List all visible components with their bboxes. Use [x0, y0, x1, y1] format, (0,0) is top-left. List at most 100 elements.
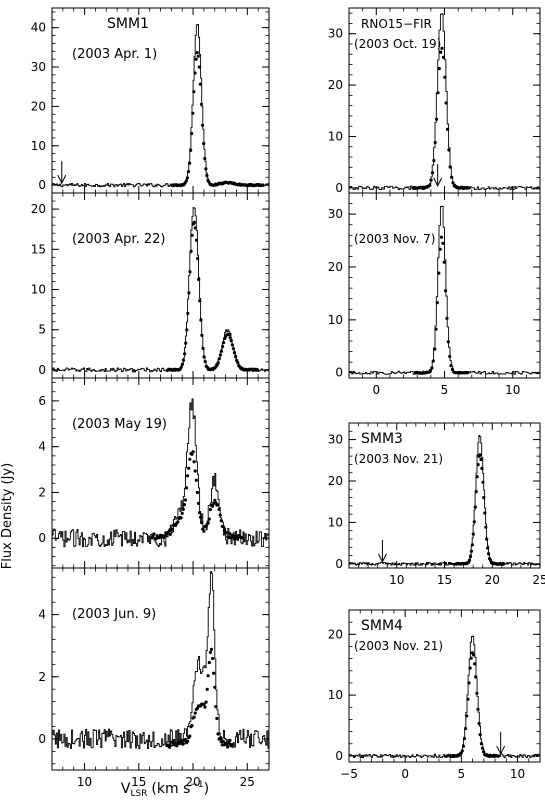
y-tick-label: 0 [335, 557, 343, 571]
data-point [501, 561, 505, 566]
data-point [193, 71, 197, 75]
data-point [212, 671, 216, 675]
data-point [181, 358, 186, 362]
x-axis-label: VLSR (km s−1) [121, 780, 209, 799]
y-tick-label: 20 [31, 202, 46, 216]
data-point [479, 457, 483, 462]
data-point [183, 737, 188, 742]
data-point [438, 247, 442, 251]
data-point [213, 685, 217, 689]
data-point [230, 343, 234, 347]
data-point [200, 333, 204, 337]
data-point [428, 183, 432, 187]
data-point [467, 558, 472, 562]
data-point [472, 520, 476, 524]
data-point [231, 347, 235, 351]
data-point [208, 507, 212, 512]
spectrum-panel: 0 2 4 6 (2003 May 19) [38, 377, 270, 569]
data-point [211, 656, 215, 661]
x-tick-label: 20 [185, 775, 200, 789]
data-point [192, 460, 196, 464]
data-point [193, 226, 197, 230]
data-point [445, 127, 450, 131]
data-point [473, 662, 477, 666]
data-point [471, 653, 476, 657]
data-point [480, 466, 484, 471]
data-point [200, 521, 204, 525]
data-point [487, 552, 491, 556]
spectrum-line [349, 435, 540, 566]
data-point [216, 732, 220, 736]
data-point [443, 75, 447, 79]
data-point [196, 54, 200, 58]
data-point [183, 352, 187, 356]
data-point [185, 328, 189, 332]
data-point [167, 529, 171, 533]
arrow-head [377, 553, 387, 563]
data-point [441, 241, 445, 245]
data-point [206, 521, 210, 525]
data-point [179, 365, 183, 369]
y-tick-label: 2 [38, 485, 46, 499]
data-point [446, 340, 450, 344]
data-point [215, 716, 219, 721]
data-point [184, 179, 188, 183]
spectrum-line [52, 571, 269, 750]
data-point [228, 532, 232, 536]
data-point [469, 656, 473, 660]
data-point [196, 256, 200, 261]
data-point [222, 341, 226, 345]
data-point [436, 91, 440, 95]
data-point [192, 90, 196, 94]
x-tick-label: 5 [458, 767, 466, 781]
data-point [476, 707, 480, 712]
data-point [152, 532, 156, 536]
data-point [468, 554, 473, 559]
data-point [191, 111, 195, 115]
x-tick-label: 10 [505, 383, 520, 397]
x-axis-label-main: V [121, 781, 131, 797]
data-point [473, 505, 477, 509]
data-point [199, 102, 204, 106]
y-tick-label: 30 [31, 60, 46, 74]
data-point [186, 311, 190, 315]
data-point [451, 181, 455, 185]
y-tick-label: 2 [38, 670, 46, 684]
data-point [197, 65, 201, 69]
data-point [181, 742, 185, 746]
data-point [217, 357, 221, 361]
data-point [448, 165, 452, 169]
data-point [434, 327, 438, 331]
spectrum-panel: 0 10 20 30 40 SMM1 (2003 Apr. 1) [31, 7, 270, 194]
data-point [221, 344, 225, 349]
date-label: (2003 Nov. 21) [354, 639, 443, 653]
date-label: (2003 Apr. 1) [72, 47, 157, 62]
data-point [202, 355, 206, 359]
data-point [462, 736, 467, 741]
y-tick-label: 4 [38, 440, 46, 454]
data-point [219, 519, 223, 523]
date-label: (2003 Oct. 19) [354, 37, 441, 51]
data-point [186, 739, 190, 744]
data-point [431, 359, 435, 363]
y-tick-label: 10 [31, 283, 46, 297]
x-axis-label-exp: −1 [190, 780, 203, 790]
data-point [219, 349, 224, 353]
panel-frame [348, 192, 541, 379]
x-axis-label-close: ) [204, 781, 209, 797]
x-tick-label: 5 [441, 383, 449, 397]
data-point [170, 527, 174, 531]
data-point [198, 299, 202, 303]
arrow-head [57, 174, 67, 185]
data-point [460, 749, 464, 753]
data-point [481, 480, 485, 484]
data-point [444, 289, 448, 293]
data-point [197, 277, 201, 282]
data-point [430, 171, 435, 175]
data-point [199, 318, 203, 322]
data-point [442, 260, 446, 264]
data-point [194, 57, 198, 61]
spectrum-panel: 0 10 20 −5 0 5 10 SMM4 (2003 Nov. 21) [328, 609, 541, 781]
